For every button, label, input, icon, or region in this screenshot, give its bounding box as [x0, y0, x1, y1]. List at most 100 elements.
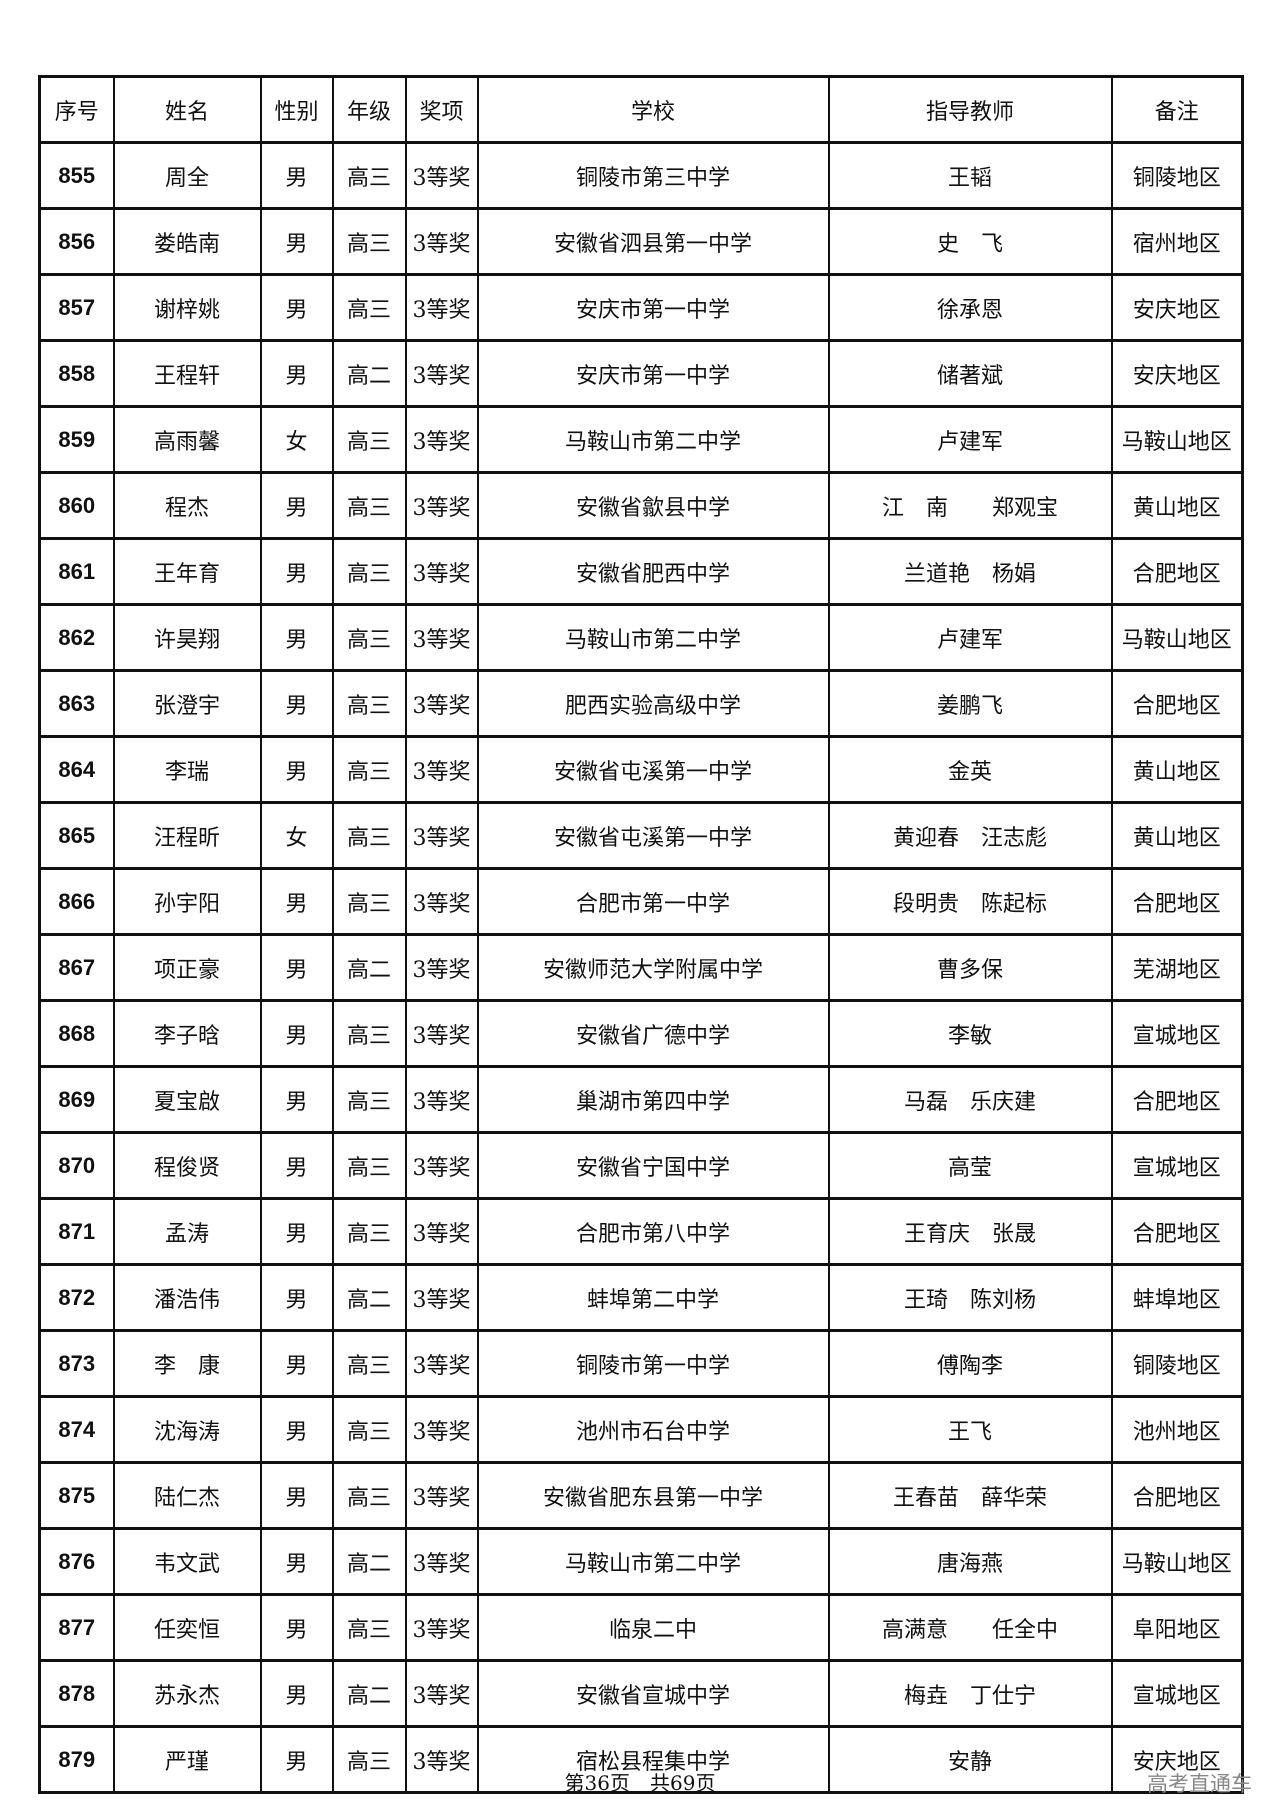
- cell-no: 865: [38, 801, 115, 870]
- table-row: 856 娄皓南男高三 3等奖 安徽省泗县第一中学史 飞宿州地区: [38, 207, 1244, 276]
- cell-gender: 男: [259, 1527, 334, 1596]
- cell-gender: 男: [259, 1131, 334, 1200]
- cell-teacher: 王飞: [827, 1395, 1113, 1464]
- table-row: 867 项正豪男高二 3等奖 安徽师范大学附属中学 曹多保 芜湖地区: [38, 933, 1244, 1002]
- cell-no: 871: [38, 1197, 115, 1266]
- cell-name: 许昊翔: [112, 603, 262, 672]
- cell-region: 合肥地区: [1110, 1197, 1244, 1266]
- cell-no: 879: [38, 1725, 115, 1794]
- cell-grade: 高三: [331, 207, 407, 276]
- cell-grade: 高三: [331, 1197, 407, 1266]
- cell-name: 陆仁杰: [112, 1461, 262, 1530]
- cell-grade: 高三: [331, 273, 407, 342]
- cell-no: 866: [38, 867, 115, 936]
- cell-name: 潘浩伟: [112, 1263, 262, 1332]
- cell-name: 程杰: [112, 471, 262, 540]
- cell-grade: 高三: [331, 1065, 407, 1134]
- table-row: 857 谢梓姚男高三 3等奖 安庆市第一中学 徐承恩 安庆地区: [38, 273, 1244, 342]
- cell-gender: 男: [259, 339, 334, 408]
- cell-award: 3等奖: [404, 537, 479, 606]
- header-name: 姓名: [112, 75, 262, 144]
- cell-no: 877: [38, 1593, 115, 1662]
- cell-school: 合肥市第八中学: [476, 1197, 830, 1266]
- cell-teacher: 储著斌: [827, 339, 1113, 408]
- table-row: 872 潘浩伟男高二 3等奖 蚌埠第二中学 王琦 陈刘杨 蚌埠地区: [38, 1263, 1244, 1332]
- cell-award: 3等奖: [404, 1263, 479, 1332]
- cell-region: 池州地区: [1110, 1395, 1244, 1464]
- cell-no: 863: [38, 669, 115, 738]
- cell-no: 873: [38, 1329, 115, 1398]
- cell-award: 3等奖: [404, 1065, 479, 1134]
- cell-teacher: 安静: [827, 1725, 1113, 1794]
- table-row: 863 张澄宇男高三 3等奖 肥西实验高级中学 姜鹏飞 合肥地区: [38, 669, 1244, 738]
- header-teacher: 指导教师: [827, 75, 1113, 144]
- cell-name: 王年育: [112, 537, 262, 606]
- cell-teacher: 高莹: [827, 1131, 1113, 1200]
- cell-region: 蚌埠地区: [1110, 1263, 1244, 1332]
- cell-no: 878: [38, 1659, 115, 1728]
- cell-teacher: 王琦 陈刘杨: [827, 1263, 1113, 1332]
- cell-gender: 男: [259, 933, 334, 1002]
- cell-region: 合肥地区: [1110, 669, 1244, 738]
- cell-teacher: 梅垚 丁仕宁: [827, 1659, 1113, 1728]
- cell-region: 黄山地区: [1110, 735, 1244, 804]
- cell-school: 安徽省屯溪第一中学: [476, 801, 830, 870]
- cell-region: 马鞍山地区: [1110, 603, 1244, 672]
- cell-school: 安徽师范大学附属中学: [476, 933, 830, 1002]
- cell-region: 芜湖地区: [1110, 933, 1244, 1002]
- cell-name: 任奕恒: [112, 1593, 262, 1662]
- table-row: 869 夏宝啟男高三 3等奖 巢湖市第四中学 马磊 乐庆建 合肥地区: [38, 1065, 1244, 1134]
- cell-name: 谢梓姚: [112, 273, 262, 342]
- cell-gender: 男: [259, 207, 334, 276]
- table-row: 864 李瑞男高三 3等奖 安徽省屯溪第一中学 金英 黄山地区: [38, 735, 1244, 804]
- cell-region: 合肥地区: [1110, 1461, 1244, 1530]
- cell-grade: 高三: [331, 1593, 407, 1662]
- cell-no: 867: [38, 933, 115, 1002]
- cell-school: 池州市石台中学: [476, 1395, 830, 1464]
- cell-no: 872: [38, 1263, 115, 1332]
- cell-gender: 男: [259, 603, 334, 672]
- cell-grade: 高三: [331, 471, 407, 540]
- cell-teacher: 王春苗 薛华荣: [827, 1461, 1113, 1530]
- cell-gender: 男: [259, 537, 334, 606]
- header-award: 奖项: [404, 75, 479, 144]
- cell-gender: 女: [259, 405, 334, 474]
- table-row: 877 任奕恒男高三 3等奖 临泉二中 高满意 任全中 阜阳地区: [38, 1593, 1244, 1662]
- cell-school: 宿松县程集中学: [476, 1725, 830, 1794]
- cell-no: 876: [38, 1527, 115, 1596]
- cell-school: 安徽省宣城中学: [476, 1659, 830, 1728]
- cell-school: 安徽省宁国中学: [476, 1131, 830, 1200]
- cell-region: 安庆地区: [1110, 1725, 1244, 1794]
- cell-award: 3等奖: [404, 141, 479, 210]
- table-row: 865 汪程昕女高三 3等奖 安徽省屯溪第一中学 黄迎春 汪志彪 黄山地区: [38, 801, 1244, 870]
- cell-region: 合肥地区: [1110, 867, 1244, 936]
- cell-grade: 高二: [331, 933, 407, 1002]
- cell-award: 3等奖: [404, 339, 479, 408]
- cell-award: 3等奖: [404, 603, 479, 672]
- cell-no: 859: [38, 405, 115, 474]
- cell-gender: 男: [259, 471, 334, 540]
- cell-region: 铜陵地区: [1110, 1329, 1244, 1398]
- cell-region: 合肥地区: [1110, 537, 1244, 606]
- cell-region: 黄山地区: [1110, 471, 1244, 540]
- cell-school: 铜陵市第三中学: [476, 141, 830, 210]
- cell-award: 3等奖: [404, 801, 479, 870]
- table-row: 862 许昊翔男高三 3等奖 马鞍山市第二中学 卢建军 马鞍山地区: [38, 603, 1244, 672]
- cell-name: 孟涛: [112, 1197, 262, 1266]
- cell-school: 安徽省肥东县第一中学: [476, 1461, 830, 1530]
- cell-award: 3等奖: [404, 933, 479, 1002]
- cell-award: 3等奖: [404, 207, 479, 276]
- cell-school: 安庆市第一中学: [476, 273, 830, 342]
- cell-region: 马鞍山地区: [1110, 405, 1244, 474]
- cell-gender: 男: [259, 141, 334, 210]
- cell-gender: 男: [259, 1461, 334, 1530]
- cell-no: 875: [38, 1461, 115, 1530]
- cell-award: 3等奖: [404, 1395, 479, 1464]
- table-row: 866 孙宇阳男高三 3等奖 合肥市第一中学 段明贵 陈起标 合肥地区: [38, 867, 1244, 936]
- cell-teacher: 王育庆 张晟: [827, 1197, 1113, 1266]
- cell-name: 苏永杰: [112, 1659, 262, 1728]
- cell-grade: 高三: [331, 867, 407, 936]
- cell-teacher: 卢建军: [827, 405, 1113, 474]
- cell-grade: 高三: [331, 735, 407, 804]
- cell-no: 860: [38, 471, 115, 540]
